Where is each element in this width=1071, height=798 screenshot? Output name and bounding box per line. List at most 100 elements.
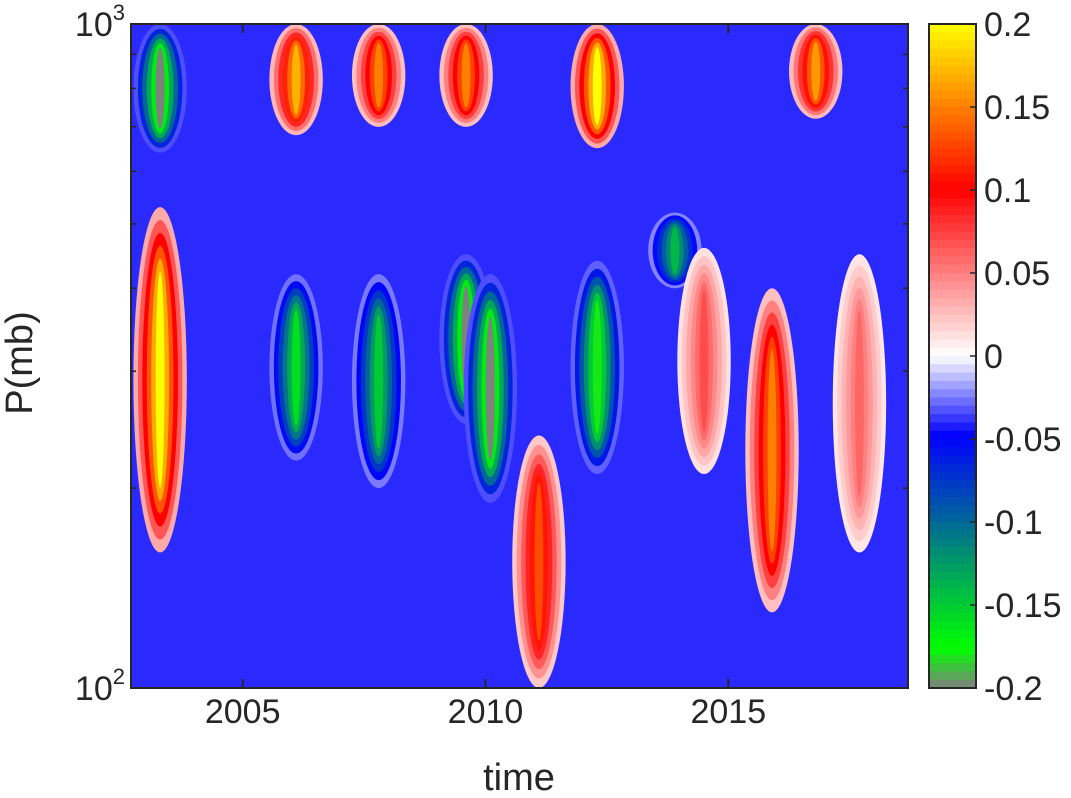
heatmap-cell: [854, 310, 864, 497]
colorbar-segment: [929, 306, 976, 316]
colorbar-segment: [929, 273, 976, 282]
heatmap-cell: [485, 317, 495, 461]
colorbar-segment: [929, 223, 976, 233]
y-tick-label: 103: [75, 0, 125, 44]
colorbar-segment: [929, 588, 976, 598]
colorbar-segment: [929, 57, 976, 67]
colorbar-segment: [929, 522, 976, 531]
colorbar-segment: [929, 148, 976, 158]
colorbar-segment: [929, 115, 976, 125]
colorbar-segment: [929, 190, 976, 199]
colorbar-segment: [929, 73, 976, 83]
colorbar-segment: [929, 439, 976, 448]
colorbar-segment: [929, 173, 976, 183]
colorbar-tick-label: 0: [984, 338, 1003, 376]
colorbar-segment: [929, 32, 976, 42]
colorbar-segment: [929, 239, 976, 249]
colorbar-segment: [929, 629, 976, 639]
heatmap-cell: [374, 314, 384, 448]
colorbar-segment: [929, 339, 976, 349]
colorbar-segment: [929, 140, 976, 150]
colorbar-tick-label: 0.1: [984, 172, 1031, 210]
colorbar-tick-label: 0.15: [984, 89, 1050, 127]
colorbar-segment: [929, 165, 976, 174]
colorbar-segment: [929, 264, 976, 274]
heatmap-cell: [534, 482, 544, 641]
colorbar-segment: [929, 107, 976, 116]
colorbar-segment: [929, 289, 976, 299]
heatmap-cell: [670, 226, 680, 275]
colorbar-segment: [929, 505, 976, 515]
colorbar-segment: [929, 364, 976, 374]
colorbar-segment: [929, 389, 976, 399]
colorbar-segment: [929, 654, 976, 664]
colorbar-segment: [929, 555, 976, 565]
x-axis: 2005 2010 2015: [205, 24, 766, 731]
colorbar-tick-label: -0.2: [984, 670, 1043, 708]
heatmap-cell: [699, 290, 709, 432]
colorbar-segment: [929, 405, 976, 415]
colorbar-segment: [929, 613, 976, 623]
colorbar-segment: [929, 497, 976, 506]
colorbar-segment: [929, 297, 976, 307]
colorbar-segment: [929, 513, 976, 523]
colorbar-segment: [929, 380, 976, 390]
colorbar-tick-label: -0.05: [984, 421, 1062, 459]
colorbar-segment: [929, 65, 976, 75]
x-tick-label: 2005: [205, 693, 281, 731]
colorbar-segment: [929, 422, 976, 432]
colorbar-segment: [929, 123, 976, 133]
colorbar-segment: [929, 214, 976, 224]
colorbar-segment: [929, 638, 976, 648]
colorbar-segment: [929, 82, 976, 91]
colorbar-segment: [929, 397, 976, 407]
y-axis-title: P(mb): [0, 311, 41, 414]
colorbar-segment: [929, 372, 976, 382]
colorbar-segment: [929, 414, 976, 423]
colorbar-segment: [929, 663, 976, 672]
heatmap-cell: [155, 271, 165, 488]
colorbar-tick-label: 0.2: [984, 6, 1031, 44]
colorbar-segment: [929, 646, 976, 656]
heatmap-cell: [767, 349, 777, 552]
colorbar-segment: [929, 198, 976, 208]
heatmap-cell: [811, 41, 821, 101]
colorbar: 0.2 0.15 0.1 0.05 0 -0.05 -0.1 -0.15 -0.2: [928, 6, 1062, 708]
colorbar-segment: [929, 40, 976, 50]
heatmap-cell: [461, 43, 471, 108]
colorbar-segment: [929, 538, 976, 548]
colorbar-segment: [929, 256, 976, 266]
colorbar-segment: [929, 156, 976, 166]
colorbar-segment: [929, 580, 976, 589]
colorbar-segment: [929, 48, 976, 58]
colorbar-segment: [929, 281, 976, 291]
colorbar-segment: [929, 463, 976, 473]
colorbar-segment: [929, 480, 976, 490]
colorbar-segment: [929, 563, 976, 573]
colorbar-segment: [929, 90, 976, 100]
heatmap-cell: [374, 43, 384, 108]
heatmap-cell: [592, 300, 602, 435]
colorbar-segment: [929, 488, 976, 498]
y-axis: 103 102: [75, 0, 908, 708]
colorbar-segment: [929, 447, 976, 457]
heatmap-cell: [592, 47, 602, 125]
colorbar-segment: [929, 131, 976, 141]
colorbar-segment: [929, 571, 976, 581]
colorbar-tick-label: -0.15: [984, 587, 1062, 625]
colorbar-segment: [929, 322, 976, 332]
colorbar-segment: [929, 24, 976, 33]
colorbar-segment: [929, 98, 976, 108]
colorbar-segment: [929, 679, 976, 689]
colorbar-segment: [929, 530, 976, 540]
colorbar-segment: [929, 356, 976, 365]
colorbar-segment: [929, 231, 976, 241]
colorbar-tick-label: -0.1: [984, 504, 1043, 542]
colorbar-segment: [929, 331, 976, 340]
colorbar-segment: [929, 546, 976, 556]
colorbar-segment: [929, 347, 976, 357]
x-tick-label: 2010: [448, 693, 524, 731]
colorbar-segment: [929, 455, 976, 465]
x-tick-label: 2015: [690, 693, 766, 731]
y-tick-label: 102: [75, 664, 125, 708]
